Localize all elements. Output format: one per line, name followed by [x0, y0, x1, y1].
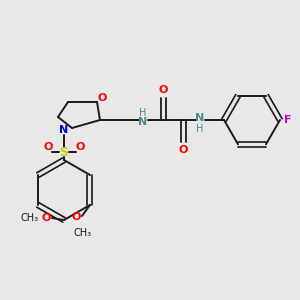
Text: CH₃: CH₃ — [21, 213, 39, 223]
Text: H: H — [196, 124, 204, 134]
Text: O: O — [178, 145, 188, 155]
Text: N: N — [195, 113, 205, 123]
Text: O: O — [75, 142, 85, 152]
Text: N: N — [138, 117, 148, 127]
Text: N: N — [59, 125, 69, 135]
Text: O: O — [71, 212, 81, 222]
Text: H: H — [139, 108, 147, 118]
Text: O: O — [158, 85, 168, 95]
Text: F: F — [284, 115, 292, 125]
Text: CH₃: CH₃ — [74, 228, 92, 238]
Text: O: O — [97, 93, 107, 103]
Text: S: S — [59, 146, 68, 158]
Text: O: O — [41, 213, 51, 223]
Text: O: O — [43, 142, 53, 152]
